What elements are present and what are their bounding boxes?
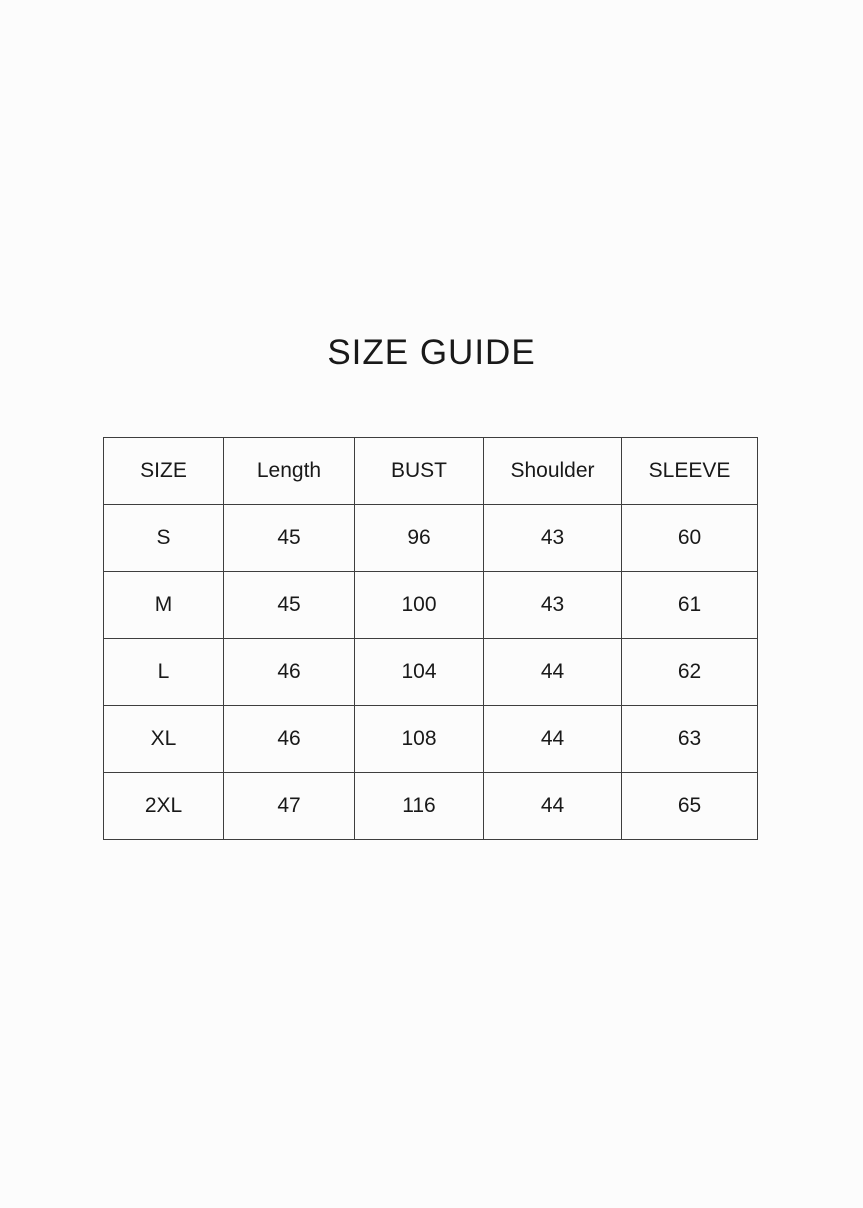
table-row: M 45 100 43 61 bbox=[103, 571, 758, 639]
measurement-cell: 60 bbox=[621, 504, 758, 572]
table-row: S 45 96 43 60 bbox=[103, 504, 758, 572]
measurement-cell: 61 bbox=[621, 571, 758, 639]
measurement-cell: 44 bbox=[483, 772, 622, 840]
column-header: SIZE bbox=[103, 437, 224, 505]
measurement-cell: 44 bbox=[483, 705, 622, 773]
measurement-cell: 96 bbox=[354, 504, 484, 572]
measurement-cell: 116 bbox=[354, 772, 484, 840]
table-row: 2XL 47 116 44 65 bbox=[103, 772, 758, 840]
measurement-cell: 63 bbox=[621, 705, 758, 773]
measurement-cell: 46 bbox=[223, 638, 355, 706]
measurement-cell: 44 bbox=[483, 638, 622, 706]
column-header: BUST bbox=[354, 437, 484, 505]
measurement-cell: 43 bbox=[483, 504, 622, 572]
column-header: SLEEVE bbox=[621, 437, 758, 505]
measurement-cell: 46 bbox=[223, 705, 355, 773]
measurement-cell: 45 bbox=[223, 504, 355, 572]
size-guide-table-header: SIZE Length BUST Shoulder SLEEVE bbox=[103, 437, 758, 505]
measurement-cell: 47 bbox=[223, 772, 355, 840]
column-header: Length bbox=[223, 437, 355, 505]
measurement-cell: 43 bbox=[483, 571, 622, 639]
size-label-cell: L bbox=[103, 638, 224, 706]
size-label-cell: 2XL bbox=[103, 772, 224, 840]
size-label-cell: XL bbox=[103, 705, 224, 773]
measurement-cell: 65 bbox=[621, 772, 758, 840]
measurement-cell: 104 bbox=[354, 638, 484, 706]
measurement-cell: 100 bbox=[354, 571, 484, 639]
header-row: SIZE Length BUST Shoulder SLEEVE bbox=[103, 437, 758, 505]
size-guide-table: SIZE Length BUST Shoulder SLEEVE S 45 96 43 60 M 4… bbox=[103, 437, 758, 840]
measurement-cell: 45 bbox=[223, 571, 355, 639]
size-label-cell: M bbox=[103, 571, 224, 639]
measurement-cell: 62 bbox=[621, 638, 758, 706]
measurement-cell: 108 bbox=[354, 705, 484, 773]
size-guide-table-body: S 45 96 43 60 M 45 100 43 61 L 46 104 44 62 XL 46 108 44 63… bbox=[103, 504, 758, 840]
table-row: L 46 104 44 62 bbox=[103, 638, 758, 706]
table-row: XL 46 108 44 63 bbox=[103, 705, 758, 773]
page-title: SIZE GUIDE bbox=[327, 333, 536, 372]
column-header: Shoulder bbox=[483, 437, 622, 505]
size-label-cell: S bbox=[103, 504, 224, 572]
